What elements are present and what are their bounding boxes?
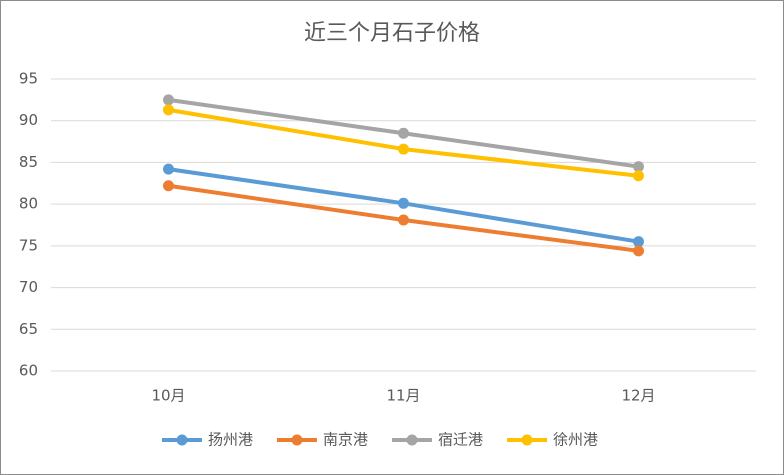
x-tick-label: 12月: [621, 387, 655, 405]
data-point: [633, 161, 644, 173]
data-point: [398, 127, 409, 139]
y-tick-label: 85: [19, 153, 38, 171]
data-point: [163, 163, 174, 175]
data-point: [398, 214, 409, 226]
legend-label: 扬州港: [208, 431, 253, 449]
data-point: [633, 170, 644, 182]
chart-title: 近三个月石子价格: [304, 21, 480, 46]
y-tick-label: 75: [19, 236, 38, 254]
legend-label: 宿迁港: [438, 431, 483, 449]
legend-marker: [176, 434, 188, 446]
legend-marker: [521, 434, 533, 446]
y-tick-label: 70: [19, 278, 38, 296]
legend-label: 南京港: [323, 431, 368, 449]
legend-marker: [291, 434, 303, 446]
data-point: [633, 245, 644, 257]
y-tick-label: 60: [19, 362, 38, 380]
legend-label: 徐州港: [553, 431, 598, 449]
data-point: [163, 180, 174, 192]
y-tick-label: 80: [19, 195, 38, 213]
data-point: [163, 94, 174, 106]
data-point: [163, 104, 174, 116]
legend-marker: [406, 434, 418, 446]
y-tick-label: 90: [19, 111, 38, 129]
data-point: [633, 236, 644, 248]
y-tick-label: 95: [19, 70, 38, 88]
data-point: [398, 143, 409, 155]
data-point: [398, 197, 409, 209]
x-tick-label: 11月: [386, 387, 420, 405]
x-tick-label: 10月: [151, 387, 185, 405]
y-tick-label: 65: [19, 320, 38, 338]
